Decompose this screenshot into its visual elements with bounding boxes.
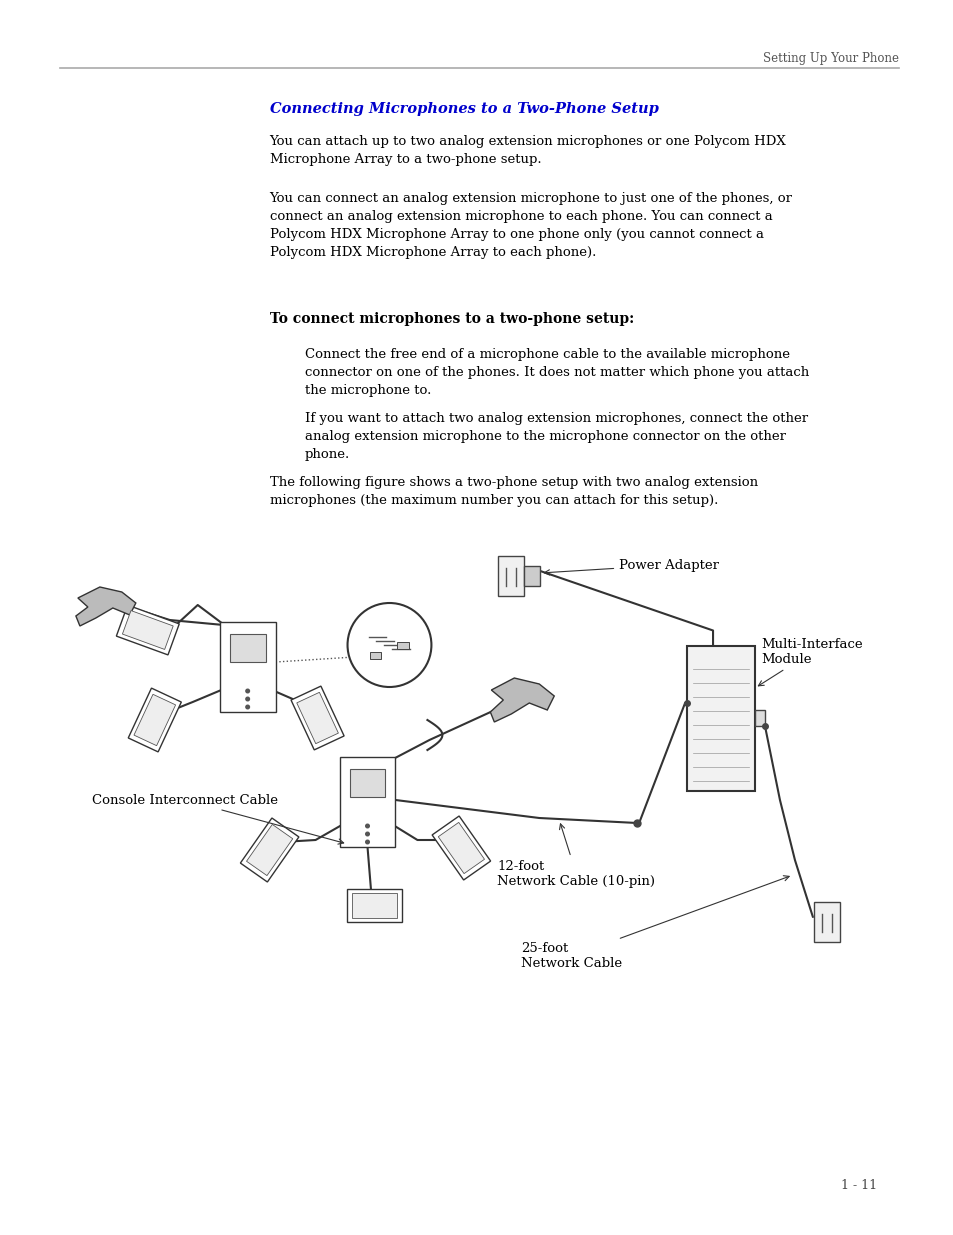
Text: Power Adapter: Power Adapter — [544, 558, 719, 576]
Polygon shape — [133, 694, 175, 746]
Polygon shape — [352, 893, 396, 918]
Polygon shape — [490, 678, 554, 722]
Polygon shape — [122, 610, 173, 650]
Polygon shape — [76, 587, 135, 626]
Circle shape — [347, 603, 431, 687]
Polygon shape — [116, 605, 179, 655]
Bar — [349, 769, 385, 797]
Polygon shape — [240, 818, 298, 882]
Text: Connecting Microphones to a Two-Phone Setup: Connecting Microphones to a Two-Phone Se… — [270, 103, 658, 116]
Circle shape — [246, 689, 249, 693]
Polygon shape — [347, 888, 401, 921]
Text: Multi-Interface
Module: Multi-Interface Module — [758, 638, 862, 685]
Circle shape — [365, 824, 369, 827]
Bar — [686, 646, 754, 790]
Text: Connect the free end of a microphone cable to the available microphone
connector: Connect the free end of a microphone cab… — [304, 348, 808, 396]
Circle shape — [246, 705, 249, 709]
Bar — [524, 566, 539, 585]
Bar — [397, 642, 409, 650]
Text: If you want to attach two analog extension microphones, connect the other
analog: If you want to attach two analog extensi… — [304, 412, 807, 461]
Circle shape — [365, 840, 369, 844]
Bar — [497, 556, 524, 597]
Bar — [230, 634, 265, 662]
Text: 25-foot
Network Cable: 25-foot Network Cable — [520, 876, 788, 969]
Text: 12-foot
Network Cable (10-pin): 12-foot Network Cable (10-pin) — [497, 824, 655, 888]
Polygon shape — [437, 823, 484, 873]
Polygon shape — [432, 816, 490, 881]
Text: Console Interconnect Cable: Console Interconnect Cable — [91, 794, 343, 844]
Polygon shape — [291, 687, 344, 750]
Circle shape — [246, 698, 249, 700]
Polygon shape — [128, 688, 181, 752]
Text: To connect microphones to a two-phone setup:: To connect microphones to a two-phone se… — [270, 312, 633, 326]
Bar — [339, 757, 395, 847]
Bar — [813, 902, 839, 942]
Text: 1 - 11: 1 - 11 — [840, 1179, 876, 1192]
Bar — [754, 710, 764, 726]
Text: You can attach up to two analog extension microphones or one Polycom HDX
Microph: You can attach up to two analog extensio… — [270, 135, 785, 165]
Text: You can connect an analog extension microphone to just one of the phones, or
con: You can connect an analog extension micr… — [270, 191, 792, 259]
Bar — [369, 652, 381, 659]
Polygon shape — [246, 825, 293, 876]
Circle shape — [365, 832, 369, 836]
Bar — [219, 622, 275, 713]
Text: The following figure shows a two-phone setup with two analog extension
microphon: The following figure shows a two-phone s… — [270, 475, 757, 508]
Polygon shape — [296, 693, 338, 743]
Text: Setting Up Your Phone: Setting Up Your Phone — [762, 52, 898, 65]
